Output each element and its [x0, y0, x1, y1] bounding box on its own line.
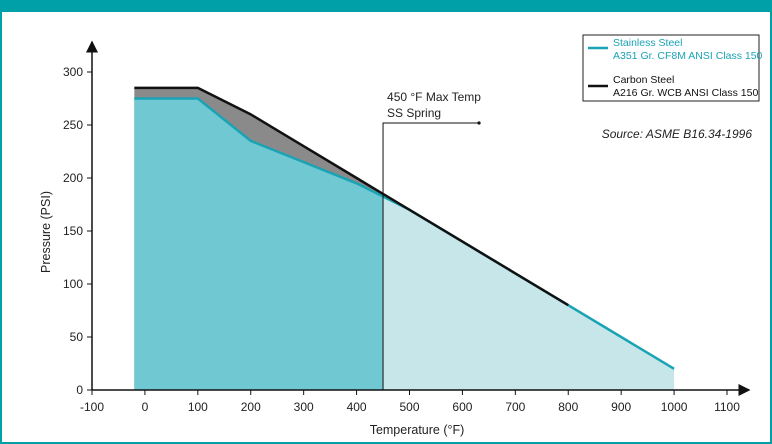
x-tick-label: 600 — [452, 400, 472, 414]
y-tick-label: 250 — [63, 118, 83, 132]
y-axis-label: Pressure (PSI) — [39, 191, 53, 273]
x-tick-label: 300 — [294, 400, 314, 414]
x-tick-label: 0 — [142, 400, 149, 414]
stainless-steel-area-extended — [383, 196, 675, 390]
legend-label-stainless-1: Stainless Steel — [613, 37, 682, 49]
annotation-spring-label: SS Spring — [387, 106, 441, 120]
y-tick-label: 100 — [63, 277, 83, 291]
x-tick-label: -100 — [80, 400, 104, 414]
source-note: Source: ASME B16.34-1996 — [602, 127, 753, 141]
x-axis-label: Temperature (°F) — [370, 423, 465, 437]
annotation-max-temp-label: 450 °F Max Temp — [387, 90, 481, 104]
x-tick-label: 1100 — [714, 400, 740, 414]
legend-label-carbon-1: Carbon Steel — [613, 74, 674, 86]
y-tick-label: 150 — [63, 224, 83, 238]
x-tick-label: 800 — [558, 400, 578, 414]
carbon-steel-line — [134, 86, 569, 307]
x-tick-label: 1000 — [661, 400, 688, 414]
legend-box — [582, 34, 760, 102]
y-tick-label: 50 — [70, 330, 84, 344]
y-tick-label: 0 — [76, 383, 83, 397]
legend: Stainless Steel A351 Gr. CF8M ANSI Class… — [582, 34, 763, 102]
x-tick-label: 400 — [347, 400, 367, 414]
legend-label-carbon-2: A216 Gr. WCB ANSI Class 150 — [613, 87, 758, 99]
y-tick-label: 300 — [63, 65, 83, 79]
y-tick-label: 200 — [63, 171, 83, 185]
x-tick-label: 200 — [241, 400, 261, 414]
stainless-steel-area — [134, 98, 384, 390]
max-temp-annotation: 450 °F Max Temp SS Spring — [382, 90, 481, 390]
x-tick-label: 900 — [611, 400, 631, 414]
x-tick-label: 500 — [399, 400, 419, 414]
legend-label-stainless-2: A351 Gr. CF8M ANSI Class 150 — [613, 50, 763, 62]
x-tick-label: 100 — [188, 400, 208, 414]
x-tick-label: 700 — [505, 400, 525, 414]
